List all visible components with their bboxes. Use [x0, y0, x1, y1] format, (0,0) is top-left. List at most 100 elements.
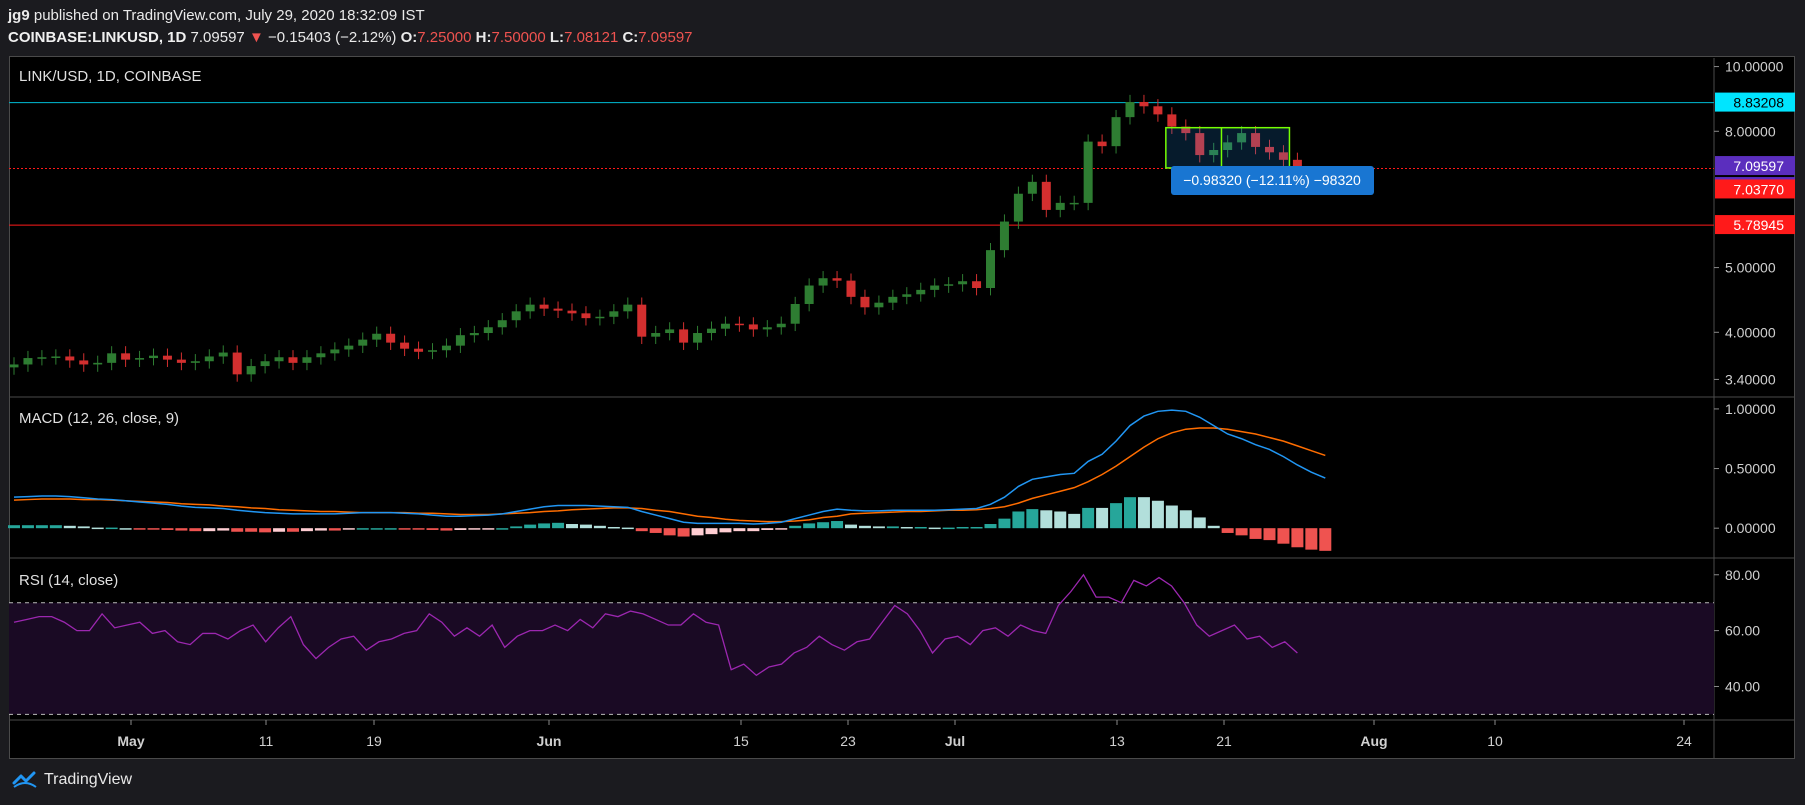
macd-histogram-bar[interactable] [1207, 525, 1220, 529]
candle[interactable] [135, 350, 145, 367]
macd-histogram-bar[interactable] [733, 528, 746, 532]
candle[interactable] [1265, 139, 1274, 160]
candle[interactable] [190, 354, 200, 371]
candle[interactable] [441, 338, 451, 358]
macd-signal-line[interactable] [13, 427, 1326, 523]
macd-histogram-bar[interactable] [845, 524, 857, 529]
candle[interactable] [930, 278, 940, 298]
candle[interactable] [455, 328, 465, 353]
macd-histogram-bar[interactable] [1096, 507, 1109, 529]
macd-histogram-bar[interactable] [454, 528, 467, 530]
candle[interactable] [553, 301, 563, 318]
candle[interactable] [860, 289, 870, 315]
candle[interactable] [902, 287, 912, 305]
candle[interactable] [665, 322, 675, 341]
macd-histogram-bar[interactable] [1137, 497, 1150, 529]
candle[interactable] [372, 326, 382, 347]
macd-histogram-bar[interactable] [831, 521, 844, 529]
macd-histogram-bar[interactable] [147, 528, 160, 530]
macd-histogram-bar[interactable] [1068, 513, 1081, 529]
macd-histogram-bar[interactable] [468, 528, 481, 530]
macd-histogram-bar[interactable] [328, 528, 341, 531]
candle[interactable] [539, 297, 549, 316]
candle[interactable] [1111, 109, 1121, 154]
macd-histogram-bar[interactable] [886, 526, 899, 529]
macd-histogram-bar[interactable] [1026, 509, 1039, 529]
macd-histogram-bar[interactable] [273, 528, 286, 532]
candle[interactable] [567, 303, 577, 321]
rsi-line[interactable] [13, 573, 1298, 677]
macd-histogram-bar[interactable] [91, 527, 104, 530]
macd-histogram-bar[interactable] [1263, 528, 1276, 541]
macd-histogram-bar[interactable] [677, 528, 690, 537]
price-marker[interactable]: 7.09597 [1715, 156, 1795, 176]
macd-histogram-bar[interactable] [789, 525, 802, 529]
macd-histogram-bar[interactable] [259, 528, 272, 533]
macd-histogram-bar[interactable] [1082, 507, 1095, 529]
macd-histogram-bar[interactable] [231, 528, 244, 532]
candle[interactable] [1278, 145, 1288, 168]
macd-histogram-bar[interactable] [719, 528, 732, 533]
macd-histogram-bar[interactable] [161, 528, 174, 530]
candle[interactable] [818, 271, 828, 293]
macd-histogram-bar[interactable] [914, 526, 927, 529]
macd-histogram-bar[interactable] [482, 528, 495, 530]
candle[interactable] [804, 278, 814, 312]
macd-histogram-bar[interactable] [189, 528, 202, 532]
candle[interactable] [65, 349, 75, 368]
candle[interactable] [1195, 125, 1205, 163]
candle[interactable] [1083, 134, 1093, 211]
macd-histogram-bar[interactable] [1221, 528, 1234, 533]
candle[interactable] [511, 304, 521, 328]
macd-histogram-bar[interactable] [203, 528, 216, 532]
candle[interactable] [595, 309, 605, 326]
macd-histogram-bar[interactable] [607, 526, 620, 529]
macd-histogram-bar[interactable] [412, 528, 425, 530]
macd-histogram-bar[interactable] [496, 528, 509, 530]
candle[interactable] [358, 332, 368, 353]
tradingview-logo[interactable]: TradingView [12, 771, 132, 789]
macd-histogram-bar[interactable] [970, 526, 983, 529]
candle[interactable] [609, 304, 619, 325]
macd-histogram-bar[interactable] [900, 526, 913, 529]
candle[interactable] [204, 349, 214, 369]
candle[interactable] [23, 350, 33, 372]
macd-histogram-bar[interactable] [998, 518, 1011, 529]
macd-histogram-bar[interactable] [691, 528, 704, 536]
candle[interactable] [651, 325, 661, 345]
price-marker[interactable]: 5.78945 [1715, 215, 1795, 235]
candle[interactable] [469, 325, 479, 343]
candle[interactable] [232, 345, 242, 382]
candle[interactable] [1013, 186, 1023, 229]
candle[interactable] [1055, 195, 1065, 218]
candle[interactable] [483, 320, 493, 341]
candle[interactable] [1069, 195, 1079, 211]
macd-histogram-bar[interactable] [761, 528, 774, 530]
macd-histogram-bar[interactable] [370, 528, 383, 530]
rsi-pane[interactable] [9, 573, 1714, 715]
macd-histogram-bar[interactable] [1110, 503, 1123, 529]
macd-histogram-bar[interactable] [524, 524, 537, 529]
candle[interactable] [958, 274, 968, 292]
candle[interactable] [330, 342, 340, 361]
macd-histogram-bar[interactable] [552, 522, 565, 529]
publisher-user[interactable]: jg9 [8, 7, 30, 24]
candle[interactable] [218, 345, 228, 364]
candle[interactable] [846, 273, 856, 305]
macd-histogram-bar[interactable] [1165, 505, 1178, 529]
candle[interactable] [1251, 125, 1261, 155]
macd-histogram-bar[interactable] [942, 527, 955, 530]
macd-histogram-bar[interactable] [342, 528, 355, 530]
candle[interactable] [149, 348, 158, 366]
macd-histogram-bar[interactable] [440, 528, 453, 531]
candle[interactable] [986, 242, 995, 296]
macd-histogram-bar[interactable] [105, 527, 118, 530]
macd-histogram-bar[interactable] [1012, 511, 1025, 529]
price-pane[interactable] [9, 94, 1714, 382]
price-marker[interactable]: 8.83208 [1715, 92, 1795, 112]
macd-histogram-bar[interactable] [1151, 500, 1164, 529]
candle[interactable] [1153, 99, 1163, 122]
candle[interactable] [637, 297, 647, 345]
macd-histogram-bar[interactable] [803, 523, 816, 529]
candle[interactable] [776, 316, 786, 335]
